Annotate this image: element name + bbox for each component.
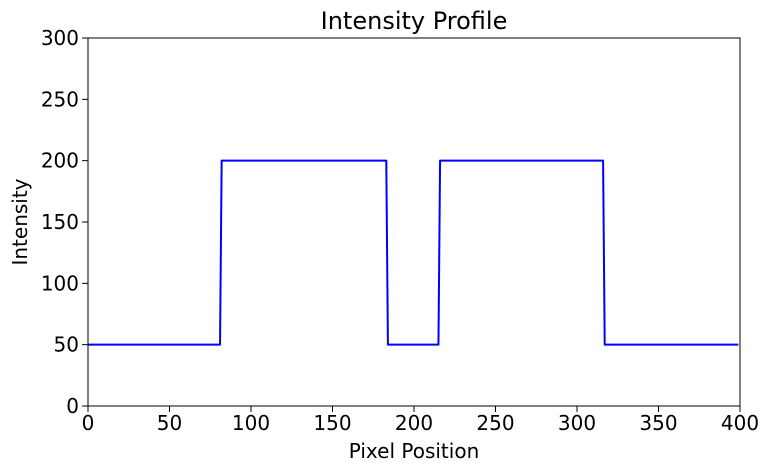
x-tick-label: 250 [476,411,514,435]
y-tick-label: 0 [66,394,79,418]
y-tick-label: 300 [41,26,79,50]
y-tick-label: 150 [41,210,79,234]
x-tick-label: 200 [395,411,433,435]
chart-title: Intensity Profile [321,7,508,35]
ticks-layer: 0 50 100 150 200 250 300 350 400 0 50 100 150 200 250 3… [41,26,759,435]
x-tick-label: 50 [157,411,182,435]
y-tick-label: 50 [54,333,79,357]
y-axis-label: Intensity [8,178,32,265]
plot-layer [88,159,739,346]
y-tick-label: 250 [41,87,79,111]
x-axis-label: Pixel Position [349,439,480,463]
plot-frame [87,37,741,407]
x-tick-label: 300 [558,411,596,435]
intensity-series-line [88,159,739,346]
y-tick-label: 100 [41,271,79,295]
x-tick-label: 100 [232,411,270,435]
y-tick-label: 200 [41,149,79,173]
x-tick-label: 150 [313,411,351,435]
x-tick-label: 350 [639,411,677,435]
x-tick-label: 400 [721,411,759,435]
x-tick-label: 0 [82,411,95,435]
